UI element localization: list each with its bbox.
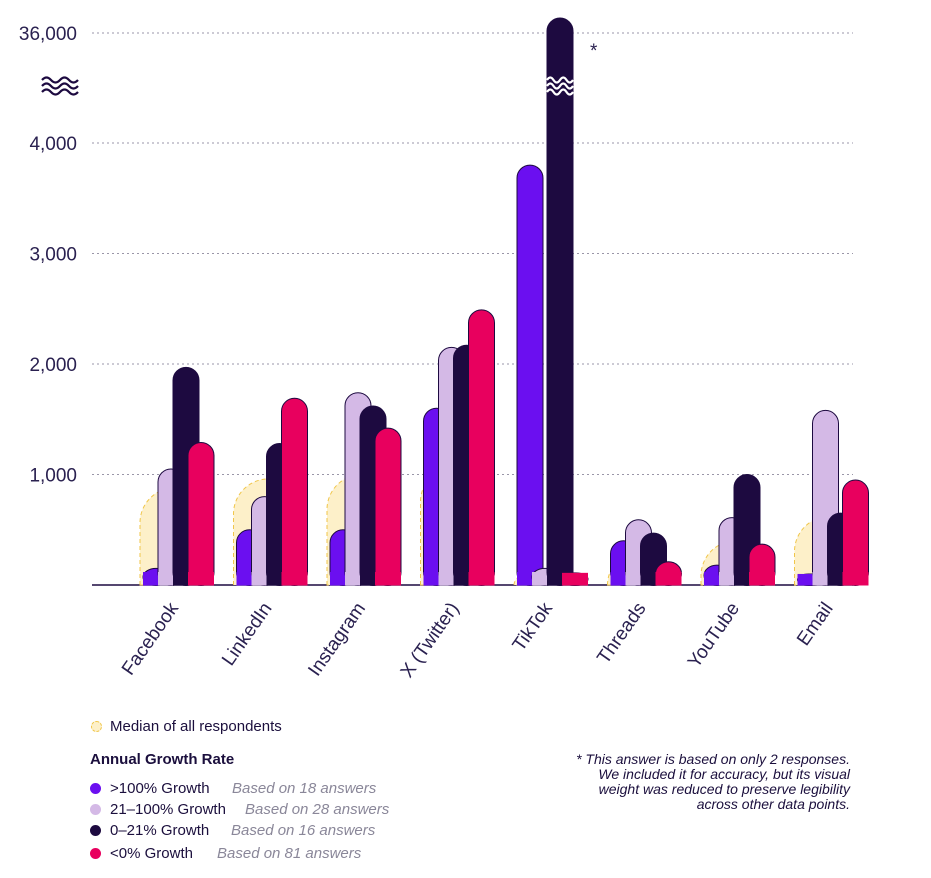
axis-break-icon (41, 76, 79, 84)
bar-break-icon (546, 88, 574, 96)
legend-item: >100% Growth Based on 18 answers (90, 778, 389, 799)
y-tick-label: 4,000 (29, 134, 77, 155)
legend-item-note: Based on 28 answers (245, 801, 390, 818)
legend-item-note: Based on 81 answers (217, 845, 362, 862)
legend-item: <0% Growth Based on 81 answers (90, 843, 389, 864)
axis-break-icon (41, 88, 79, 96)
y-tick-label: 3,000 (29, 245, 77, 266)
bar-base (842, 572, 869, 586)
footnote-line: across other data points. (696, 796, 850, 812)
legend-swatch (90, 848, 101, 859)
asterisk-marker: * (590, 41, 598, 62)
bar-base (562, 572, 588, 586)
x-tick-label: TikTok (509, 598, 558, 655)
footnote: * This answer is based on only 2 respons… (520, 752, 850, 812)
legend-item-note: Based on 16 answers (231, 822, 376, 839)
legend-swatch (90, 825, 101, 836)
x-tick-label: Threads (593, 599, 650, 668)
bar (468, 309, 495, 586)
bar (281, 397, 308, 586)
legend-item-label: 21–100% Growth (110, 801, 226, 818)
x-tick-label: LinkedIn (218, 599, 276, 670)
legend-item: 21–100% Growth Based on 28 answers (90, 799, 389, 820)
x-tick-label: Email (793, 599, 837, 650)
bar (516, 164, 544, 586)
legend-item-note: Based on 18 answers (232, 780, 377, 797)
legend-item-label: 0–21% Growth (110, 822, 210, 839)
bar (546, 17, 574, 586)
legend-item-label: <0% Growth (110, 845, 193, 862)
x-tick-label: YouTube (684, 599, 744, 672)
y-tick-label: 36,000 (19, 24, 77, 45)
bar (374, 427, 402, 586)
median-swatch (91, 720, 102, 732)
legend-title: Annual Growth Rate (90, 751, 235, 768)
bar-base (281, 572, 308, 586)
bar (187, 441, 215, 586)
bar (842, 479, 869, 586)
y-tick-label: 2,000 (29, 355, 77, 376)
legend-swatch (90, 804, 101, 815)
bar-base (375, 572, 401, 586)
legend-item: 0–21% Growth Based on 16 answers (90, 820, 389, 841)
bar-break-icon (546, 82, 574, 90)
bar-base (468, 572, 495, 586)
legend-median: Median of all respondents (90, 715, 389, 737)
bar-base (749, 572, 775, 586)
legend-swatch (90, 783, 101, 794)
legend-median-label: Median of all respondents (110, 717, 282, 735)
footnote-line: * This answer is based on only 2 respons… (576, 751, 850, 767)
footnote-line: weight was reduced to preserve legibilit… (598, 781, 850, 797)
legend: Median of all respondents Annual Growth … (90, 715, 389, 864)
bar-base (797, 573, 824, 586)
legend-item-label: >100% Growth (110, 780, 210, 797)
x-tick-label: Facebook (118, 598, 183, 679)
footnote-line: We included it for accuracy, but its vis… (598, 766, 850, 782)
growth-bar-chart: 1,000 2,000 3,000 4,000 36,000 Facebook Linked… (19, 17, 869, 682)
bar-break-icon (546, 76, 574, 84)
x-tick-label: X (Twitter) (397, 599, 464, 682)
bar-base (188, 572, 214, 586)
bar-base (655, 572, 682, 586)
x-tick-label: Instagram (304, 599, 370, 680)
axis-break-icon (41, 82, 79, 90)
y-tick-label: 1,000 (29, 466, 77, 487)
